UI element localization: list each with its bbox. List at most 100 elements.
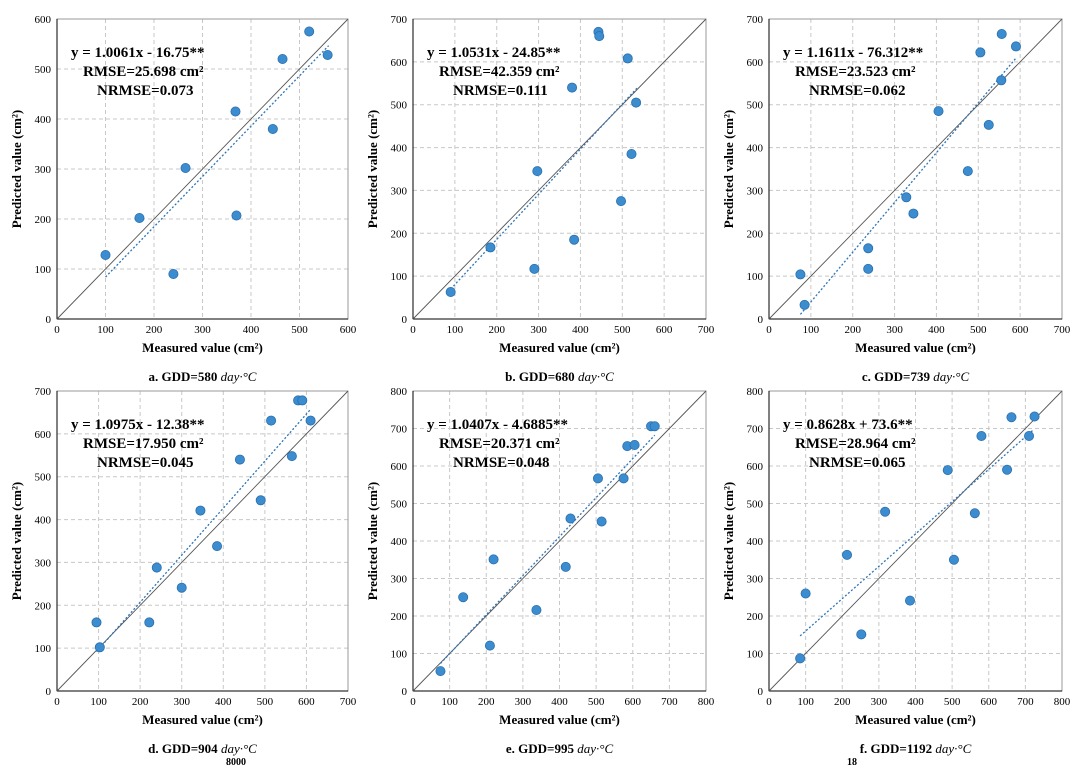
x-tick-label: 200: [834, 696, 851, 708]
data-point: [629, 439, 640, 450]
y-tick-label: 0: [46, 314, 52, 326]
x-tick-label: 200: [478, 696, 495, 708]
y-tick-label: 400: [747, 536, 764, 548]
x-tick-label: 500: [970, 324, 987, 336]
data-point: [100, 249, 111, 260]
data-point: [484, 640, 495, 651]
data-point: [1024, 430, 1035, 441]
x-tick-label: 100: [797, 696, 814, 708]
caption-prefix: b. GDD=680: [505, 369, 578, 384]
data-point: [594, 31, 605, 42]
rmse-label: RMSE=28.964 cm²: [795, 436, 916, 452]
data-point: [969, 508, 980, 519]
x-tick-label: 500: [614, 324, 631, 336]
x-axis-title: Measured value (cm²): [499, 712, 620, 727]
data-point: [618, 473, 629, 484]
caption-unit: day·°C: [221, 741, 257, 756]
x-tick-label: 0: [410, 696, 416, 708]
y-tick-label: 400: [35, 114, 52, 126]
trend-line: [105, 45, 330, 278]
data-point: [1006, 412, 1017, 423]
data-point: [277, 54, 288, 65]
data-point: [799, 299, 810, 310]
x-tick-label: 800: [698, 696, 715, 708]
x-tick-label: 500: [944, 696, 961, 708]
y-tick-label: 200: [391, 228, 408, 240]
data-point: [880, 506, 891, 517]
rmse-label: RMSE=20.371 cm²: [439, 436, 560, 452]
caption-prefix: c. GDD=739: [862, 369, 933, 384]
cut-off-label: 18: [847, 757, 857, 765]
data-point: [996, 75, 1007, 86]
y-tick-label: 100: [391, 271, 408, 283]
y-tick-label: 700: [747, 424, 764, 436]
y-tick-label: 300: [747, 574, 764, 586]
y-tick-label: 600: [35, 429, 52, 441]
nrmse-label: NRMSE=0.062: [809, 83, 905, 99]
caption-prefix: a. GDD=580: [149, 369, 221, 384]
data-point: [144, 617, 155, 628]
y-tick-label: 500: [391, 100, 408, 112]
data-point: [795, 269, 806, 280]
y-tick-label: 200: [747, 228, 764, 240]
x-tick-label: 600: [340, 324, 357, 336]
x-tick-label: 0: [54, 324, 60, 336]
caption-unit: day·°C: [578, 369, 614, 384]
x-tick-label: 100: [803, 324, 820, 336]
x-tick-label: 500: [588, 696, 605, 708]
y-tick-label: 0: [46, 686, 52, 698]
y-axis-title: Predicted value (cm²): [721, 482, 736, 600]
data-point: [863, 243, 874, 254]
x-tick-label: 0: [766, 324, 772, 336]
y-tick-label: 300: [35, 557, 52, 569]
caption-prefix: e. GDD=995: [506, 741, 577, 756]
x-tick-label: 300: [530, 324, 547, 336]
data-point: [176, 582, 187, 593]
y-tick-label: 400: [391, 143, 408, 155]
data-point: [800, 588, 811, 599]
data-point: [266, 415, 277, 426]
y-tick-label: 600: [391, 461, 408, 473]
x-tick-label: 700: [1054, 324, 1071, 336]
x-tick-label: 400: [907, 696, 924, 708]
y-tick-label: 800: [747, 386, 764, 398]
trend-line: [450, 87, 638, 290]
x-tick-label: 400: [215, 696, 232, 708]
x-tick-label: 300: [194, 324, 211, 336]
x-tick-label: 300: [515, 696, 532, 708]
data-point: [91, 617, 102, 628]
cut-off-label: 8000: [226, 757, 246, 765]
y-tick-label: 300: [747, 185, 764, 197]
y-tick-label: 600: [391, 57, 408, 69]
regression-equation: y = 1.0061x - 16.75**: [71, 45, 205, 61]
data-point: [631, 97, 642, 108]
data-point: [445, 286, 456, 297]
x-tick-label: 500: [257, 696, 274, 708]
data-point: [529, 263, 540, 274]
x-axis-title: Measured value (cm²): [855, 340, 976, 355]
x-tick-label: 400: [551, 696, 568, 708]
y-axis-title: Predicted value (cm²): [365, 110, 380, 228]
scatter-panel-e: 0 100 200 300 400 500 600 700 800 0 100 200 300 400 50…: [365, 386, 715, 756]
data-point: [569, 234, 580, 245]
data-point: [180, 162, 191, 173]
panel-caption: d. GDD=904 day·°C: [148, 741, 257, 756]
panel-caption: a. GDD=580 day·°C: [149, 369, 257, 384]
x-tick-label: 700: [340, 696, 357, 708]
data-point: [962, 166, 973, 177]
y-tick-label: 0: [758, 686, 764, 698]
caption-prefix: d. GDD=904: [148, 741, 221, 756]
nrmse-label: NRMSE=0.065: [809, 455, 905, 471]
data-point: [983, 119, 994, 130]
regression-equation: y = 1.1611x - 76.312**: [783, 45, 923, 61]
y-tick-label: 300: [391, 185, 408, 197]
y-tick-label: 600: [747, 461, 764, 473]
y-tick-label: 0: [402, 314, 408, 326]
x-axis-title: Measured value (cm²): [499, 340, 620, 355]
y-tick-label: 100: [747, 271, 764, 283]
x-tick-label: 100: [447, 324, 464, 336]
rmse-label: RMSE=23.523 cm²: [795, 64, 916, 80]
y-tick-label: 700: [391, 424, 408, 436]
nrmse-label: NRMSE=0.073: [97, 83, 193, 99]
x-tick-label: 400: [572, 324, 589, 336]
